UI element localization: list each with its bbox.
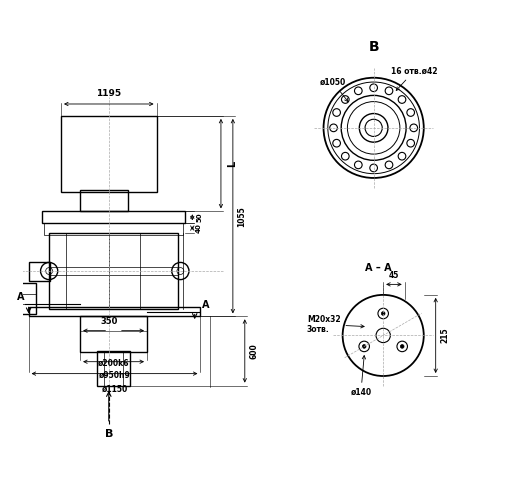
Bar: [29, 263, 50, 281]
Bar: [80, 190, 128, 211]
Text: 40: 40: [196, 223, 202, 233]
Text: A: A: [202, 300, 209, 310]
Text: M20x32
3отв.: M20x32 3отв.: [307, 315, 364, 334]
Text: A: A: [17, 292, 24, 302]
Bar: [18, 283, 36, 314]
Bar: [29, 307, 200, 316]
Bar: [80, 316, 147, 352]
Text: A – A: A – A: [365, 264, 392, 274]
Text: 1055: 1055: [237, 206, 247, 227]
Bar: [42, 211, 185, 223]
Text: 600: 600: [249, 343, 258, 359]
Circle shape: [381, 312, 385, 315]
Text: ø950h9: ø950h9: [99, 371, 130, 380]
Bar: [61, 116, 156, 192]
Circle shape: [362, 345, 366, 348]
Text: 1195: 1195: [96, 89, 121, 98]
Bar: [104, 351, 123, 385]
Text: ø140: ø140: [350, 356, 371, 397]
Bar: [97, 351, 130, 385]
Bar: [49, 233, 178, 309]
Text: ø1150: ø1150: [101, 385, 128, 394]
Text: L: L: [226, 160, 237, 167]
Text: ø1050: ø1050: [320, 78, 348, 102]
Text: B: B: [105, 429, 113, 439]
Bar: [44, 223, 183, 235]
Text: 45: 45: [389, 271, 399, 280]
Text: 16 отв.ø42: 16 отв.ø42: [391, 66, 438, 90]
Text: B: B: [368, 40, 379, 54]
Text: 350: 350: [100, 317, 118, 326]
Text: 50: 50: [196, 213, 202, 222]
Text: ø200k6: ø200k6: [98, 359, 129, 368]
Circle shape: [401, 345, 404, 348]
Text: 215: 215: [440, 328, 449, 343]
